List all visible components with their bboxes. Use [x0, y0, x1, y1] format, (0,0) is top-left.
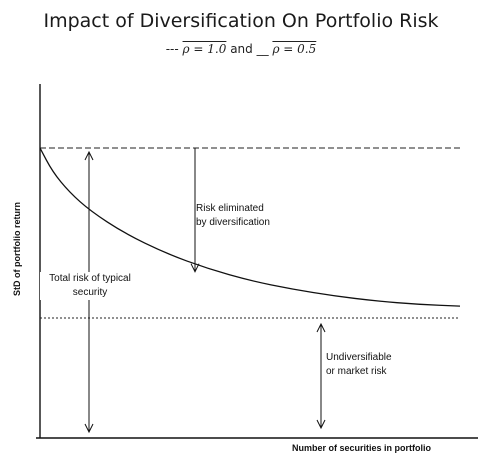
chart-title: Impact of Diversification On Portfolio R…	[43, 10, 439, 32]
annotation-total-risk-line-2: security	[72, 287, 108, 298]
total-risk-arrow-head-up	[84, 150, 94, 161]
annotation-market-risk: Undiversifiable or market risk	[326, 351, 392, 379]
market-risk-arrow-head-down	[316, 419, 326, 430]
annotation-total-risk-line-1: Total risk of typical	[49, 273, 131, 284]
chart-subtitle: --- ρ = 1.0 and __ ρ = 0.5	[0, 42, 482, 56]
rho-symbol-2: ρ = 0.5	[272, 42, 317, 56]
x-axis-label: Number of securities in portfolio	[292, 443, 432, 453]
annotation-total-risk: Total risk of typical security	[40, 272, 140, 300]
total-risk-arrow-head-down	[84, 423, 94, 434]
annotation-risk-eliminated: Risk eliminated by diversification	[196, 202, 270, 230]
subtitle-and: and	[230, 42, 253, 56]
annotation-risk-eliminated-line-1: Risk eliminated	[196, 203, 264, 214]
solid-legend-marker: __	[256, 42, 269, 56]
risk-eliminated-arrow-head-down	[190, 263, 200, 273]
annotation-risk-eliminated-line-2: by diversification	[196, 217, 270, 228]
portfolio-risk-curve-0	[39, 147, 461, 307]
dashed-legend-marker: ---	[165, 42, 179, 56]
annotation-market-risk-line-1: Undiversifiable	[326, 352, 392, 363]
y-axis-label: StD of portfolio return	[12, 202, 22, 296]
annotation-market-risk-line-2: or market risk	[326, 366, 387, 377]
rho-symbol-1: ρ = 1.0	[182, 42, 227, 56]
market-risk-arrow-head-up	[316, 322, 326, 333]
